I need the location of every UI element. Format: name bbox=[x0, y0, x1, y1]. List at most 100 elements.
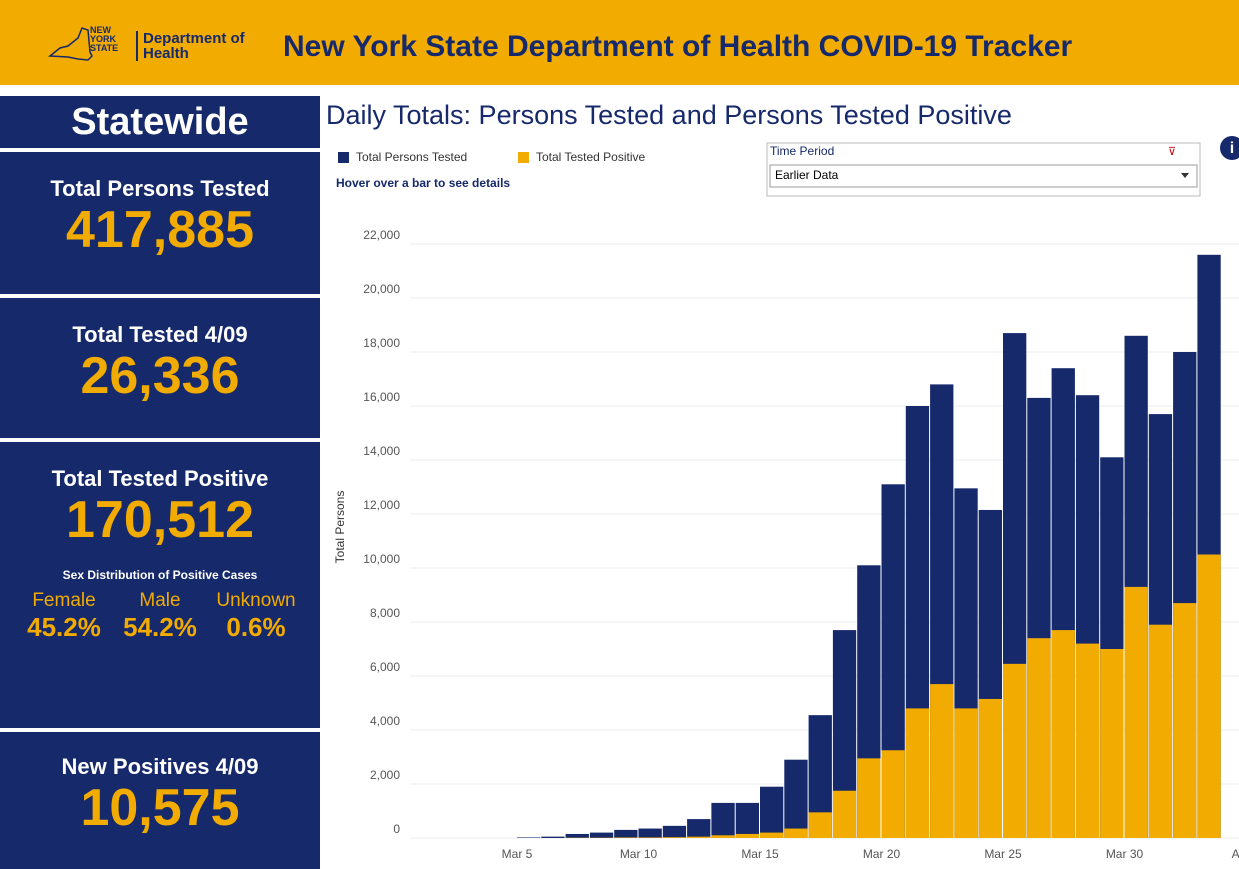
logo-text: NEW YORK STATE bbox=[90, 26, 118, 53]
bar bbox=[565, 833, 589, 838]
x-tick-label: Mar 15 bbox=[741, 847, 779, 861]
y-tick-label: 6,000 bbox=[370, 660, 400, 674]
bar bbox=[1051, 630, 1075, 838]
bar bbox=[1075, 643, 1100, 838]
department: Department of Health bbox=[136, 31, 245, 61]
stat-panel: Total Persons Tested 417,885 bbox=[0, 152, 320, 294]
bar bbox=[735, 833, 759, 838]
bar bbox=[1100, 649, 1124, 838]
legend-label: Total Tested Positive bbox=[536, 150, 645, 164]
legend-label: Total Persons Tested bbox=[356, 150, 467, 164]
bar bbox=[1197, 554, 1221, 838]
stat-label: Total Tested Positive bbox=[51, 466, 269, 491]
filter-dropdown[interactable] bbox=[769, 164, 1198, 188]
bar bbox=[614, 837, 638, 838]
bar bbox=[735, 802, 759, 838]
sex-value: 0.6% bbox=[226, 612, 286, 642]
bar bbox=[614, 829, 638, 838]
sex-value: 54.2% bbox=[123, 612, 197, 642]
filter-label: Time Period bbox=[770, 144, 834, 158]
x-tick-label: Mar 20 bbox=[863, 847, 901, 861]
logo-line: STATE bbox=[90, 43, 119, 53]
sex-group: Female 45.2% bbox=[16, 590, 112, 643]
bar bbox=[687, 819, 711, 838]
bar bbox=[662, 825, 687, 838]
stat-label: Total Persons Tested bbox=[50, 176, 270, 201]
sidebar: Statewide Total Persons Tested 417,885 To… bbox=[0, 92, 320, 869]
stat-panel: Total Tested 4/09 26,336 bbox=[0, 298, 320, 438]
stat-value: 26,336 bbox=[80, 347, 240, 405]
y-axis-label: Total Persons bbox=[333, 491, 347, 564]
page-title: New York State Department of Health COVI… bbox=[283, 30, 1073, 63]
bar bbox=[589, 832, 614, 838]
logo-line: YORK bbox=[90, 34, 117, 44]
bar bbox=[760, 786, 784, 838]
bar bbox=[662, 837, 687, 838]
filter-clear-icon[interactable]: ⊽ bbox=[1168, 146, 1176, 158]
y-tick-label: 4,000 bbox=[370, 714, 400, 728]
stat-panel: New Positives 4/09 10,575 bbox=[0, 732, 320, 869]
bar bbox=[808, 715, 832, 838]
sex-group: Male 54.2% bbox=[112, 590, 208, 643]
bar bbox=[881, 750, 905, 838]
filter-selection: Earlier Data bbox=[775, 168, 839, 182]
y-tick-label: 0 bbox=[393, 822, 400, 836]
chart: Daily Totals: Persons Tested and Persons… bbox=[326, 100, 1239, 861]
bar bbox=[1027, 638, 1051, 838]
legend-swatch bbox=[338, 152, 349, 163]
bar bbox=[1003, 663, 1027, 838]
sex-label: Female bbox=[32, 590, 96, 611]
logo-line: NEW bbox=[90, 25, 111, 35]
bar bbox=[905, 708, 930, 838]
bar bbox=[857, 758, 881, 838]
bar bbox=[1124, 586, 1148, 838]
sex-title: Sex Distribution of Positive Cases bbox=[62, 568, 258, 582]
header: NEW YORK STATE Department of Health New Yor… bbox=[0, 0, 1239, 88]
bar bbox=[784, 828, 808, 838]
stat-label: New Positives 4/09 bbox=[61, 754, 259, 779]
stat-value: 170,512 bbox=[66, 491, 254, 549]
bar bbox=[541, 836, 565, 838]
bar bbox=[711, 802, 735, 838]
chart-title: Daily Totals: Persons Tested and Persons… bbox=[326, 100, 1012, 130]
stat-value: 10,575 bbox=[80, 779, 240, 837]
y-tick-label: 22,000 bbox=[363, 228, 400, 242]
hint: Hover over a bar to see details bbox=[336, 176, 510, 190]
bar bbox=[638, 837, 662, 838]
x-tick-label: Mar 5 bbox=[502, 847, 533, 861]
bar bbox=[978, 698, 1002, 838]
bar bbox=[930, 684, 954, 838]
info-icon[interactable] bbox=[1220, 136, 1239, 160]
info-icon-text: i bbox=[1230, 140, 1234, 157]
bar bbox=[881, 484, 905, 838]
y-tick-label: 10,000 bbox=[363, 552, 400, 566]
y-tick-label: 16,000 bbox=[363, 390, 400, 404]
x-tick-label: Mar 30 bbox=[1106, 847, 1144, 861]
stat-value: 417,885 bbox=[66, 201, 254, 259]
bar bbox=[638, 828, 662, 838]
department-line: Health bbox=[143, 45, 189, 62]
x-tick-label: Apr 4 bbox=[1232, 847, 1239, 861]
dropdown-arrow bbox=[1181, 173, 1189, 178]
y-tick-label: 20,000 bbox=[363, 282, 400, 296]
x-tick-label: Mar 10 bbox=[620, 847, 658, 861]
y-tick-label: 8,000 bbox=[370, 606, 400, 620]
department-line: Department of bbox=[143, 30, 245, 47]
y-tick-label: 18,000 bbox=[363, 336, 400, 350]
bar bbox=[808, 812, 832, 838]
sex-label: Unknown bbox=[216, 590, 296, 611]
bar bbox=[517, 837, 541, 838]
stat-panel: Total Tested Positive 170,512 Sex Distrib… bbox=[0, 442, 320, 728]
y-tick-label: 2,000 bbox=[370, 768, 400, 782]
bar bbox=[711, 835, 735, 838]
bar bbox=[954, 708, 978, 838]
sex-label: Male bbox=[139, 590, 181, 611]
bar bbox=[687, 836, 711, 838]
bar bbox=[832, 630, 857, 838]
bar bbox=[1148, 624, 1173, 838]
legend-swatch bbox=[518, 152, 529, 163]
bar bbox=[760, 832, 784, 838]
sex-group: Unknown 0.6% bbox=[208, 590, 304, 643]
sex-value: 45.2% bbox=[27, 612, 101, 642]
